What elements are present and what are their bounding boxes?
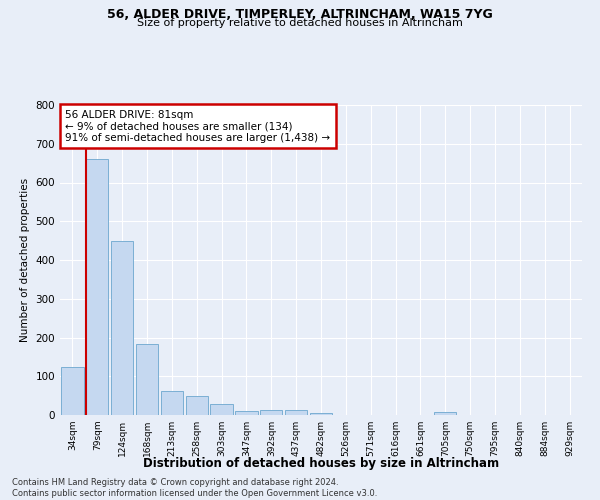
- Bar: [111, 240, 133, 415]
- Text: 56 ALDER DRIVE: 81sqm
← 9% of detached houses are smaller (134)
91% of semi-deta: 56 ALDER DRIVE: 81sqm ← 9% of detached h…: [65, 110, 331, 143]
- Bar: [136, 344, 158, 415]
- Bar: [235, 411, 257, 415]
- Bar: [285, 410, 307, 415]
- Bar: [185, 396, 208, 415]
- Bar: [310, 413, 332, 415]
- Bar: [260, 410, 283, 415]
- Text: 56, ALDER DRIVE, TIMPERLEY, ALTRINCHAM, WA15 7YG: 56, ALDER DRIVE, TIMPERLEY, ALTRINCHAM, …: [107, 8, 493, 20]
- Text: Contains HM Land Registry data © Crown copyright and database right 2024.
Contai: Contains HM Land Registry data © Crown c…: [12, 478, 377, 498]
- Bar: [86, 159, 109, 415]
- Bar: [211, 404, 233, 415]
- Bar: [161, 391, 183, 415]
- Bar: [434, 412, 457, 415]
- Y-axis label: Number of detached properties: Number of detached properties: [20, 178, 30, 342]
- Text: Size of property relative to detached houses in Altrincham: Size of property relative to detached ho…: [137, 18, 463, 28]
- Bar: [61, 366, 83, 415]
- Text: Distribution of detached houses by size in Altrincham: Distribution of detached houses by size …: [143, 458, 499, 470]
